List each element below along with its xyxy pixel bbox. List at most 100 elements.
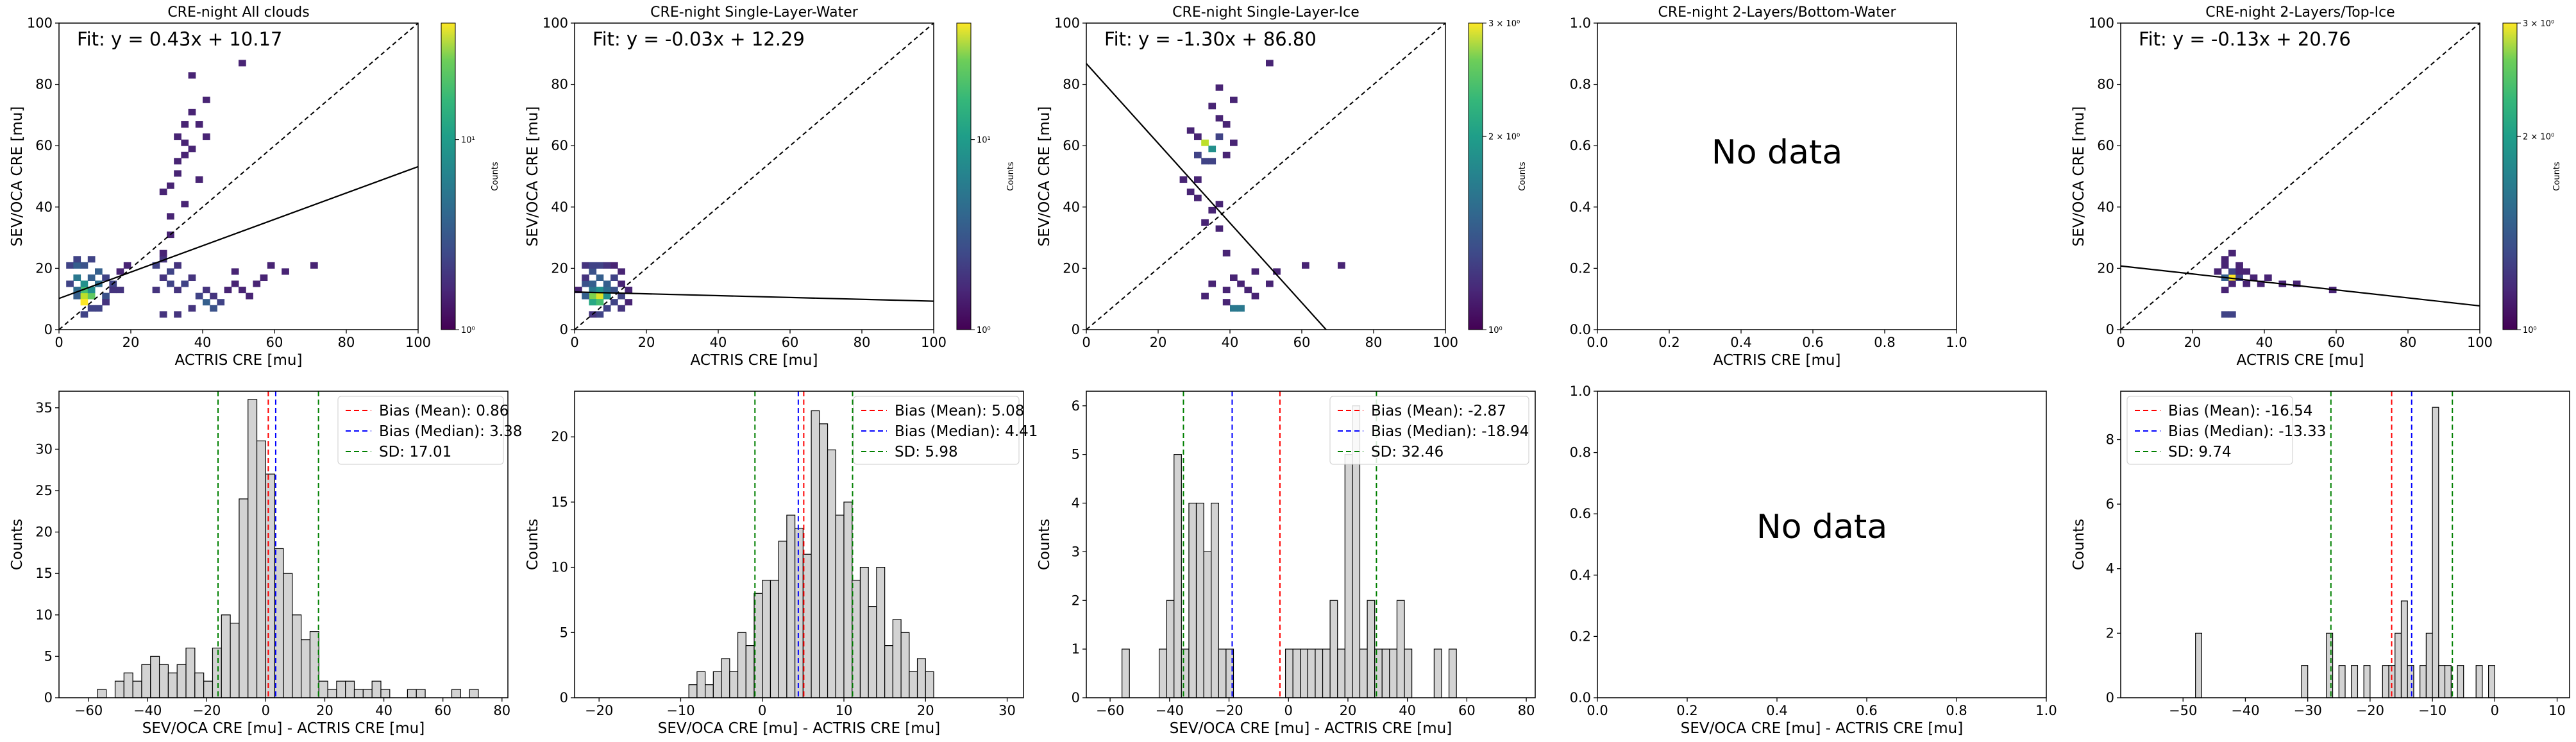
y-tick-label: 0.6 <box>1570 138 1591 153</box>
heatmap-cell <box>1302 262 1309 269</box>
heatmap-cell <box>1266 60 1274 67</box>
histogram-bar <box>2351 665 2359 698</box>
histogram-bar <box>1195 502 1204 698</box>
histogram-bar <box>2475 665 2483 698</box>
heatmap-cell <box>95 305 103 312</box>
x-tick-label: 40 <box>710 335 727 350</box>
x-tick-label: 0.0 <box>1587 335 1608 350</box>
heatmap-cell <box>87 292 96 299</box>
x-tick-label: 0 <box>570 335 578 350</box>
heatmap-cell <box>152 287 160 294</box>
heatmap-cell <box>159 274 167 282</box>
x-tick-label: 40 <box>2256 335 2273 350</box>
histogram-bar <box>407 689 417 698</box>
x-tick-label: 0.8 <box>1946 703 1967 718</box>
heatmap-cell <box>102 292 110 299</box>
heatmap-panel: 0 20 40 60 80 100 0 20 40 60 80 100 Fit: y = 0.43x +… <box>9 4 500 369</box>
heatmap-cell <box>310 262 318 269</box>
colorbar-label: Counts <box>2552 162 2562 191</box>
histogram-bar <box>380 689 391 698</box>
histogram-bar <box>705 684 714 698</box>
heatmap-cell <box>589 292 597 299</box>
heatmap-cell <box>618 280 625 287</box>
histogram-bar <box>309 631 319 698</box>
histogram-bar <box>2444 665 2452 698</box>
heatmap-cell <box>1201 158 1209 165</box>
x-tick-label: 0 <box>55 335 63 350</box>
heatmap-cell <box>1273 268 1281 275</box>
histogram-bar <box>1188 502 1197 698</box>
x-tick-label: 0 <box>2116 335 2125 350</box>
x-tick-label: 40 <box>1399 703 1416 718</box>
y-tick-label: 100 <box>27 15 53 31</box>
legend-label: Bias (Median): 3.38 <box>379 423 522 440</box>
x-tick-label: 80 <box>2400 335 2417 350</box>
y-tick-label: 10 <box>35 607 53 623</box>
histogram-bar <box>239 498 249 698</box>
x-tick-label: 20 <box>2184 335 2201 350</box>
heatmap-cell <box>1194 194 1202 201</box>
heatmap-cell <box>73 274 81 282</box>
histogram-bar <box>2488 665 2495 698</box>
x-tick-label: 0.8 <box>1874 335 1895 350</box>
x-tick-label: 20 <box>1340 703 1357 718</box>
heatmap-cell <box>80 280 88 287</box>
x-tick-label: 0.6 <box>1802 335 1823 350</box>
heatmap-cell <box>596 299 604 306</box>
histogram-bar <box>729 671 739 698</box>
heatmap-cell <box>167 280 174 287</box>
heatmap-cell <box>582 280 589 287</box>
histogram-panel: −50 −40 −30 −20 −10 0 10 0 2 4 6 8 Bias (Mean): -16.… <box>2071 391 2570 718</box>
heatmap-cell <box>1251 268 1259 275</box>
histogram-bar <box>150 655 160 698</box>
x-tick-label: 10 <box>2548 703 2566 718</box>
y-tick-label: 4 <box>2106 561 2114 577</box>
heatmap-cell <box>195 292 203 299</box>
histogram-bar <box>2400 600 2408 698</box>
heatmap-cell <box>195 176 203 183</box>
heatmap-cell <box>102 274 110 282</box>
histogram-bar <box>353 689 364 698</box>
heatmap-cell <box>152 262 160 269</box>
heatmap-cell <box>2243 280 2251 287</box>
y-tick-label: 20 <box>551 429 568 444</box>
heatmap-cell <box>596 274 604 282</box>
heatmap-cell <box>116 268 124 275</box>
histogram-bar <box>786 514 796 698</box>
heatmap-cell <box>174 311 181 318</box>
histogram-bar <box>2407 665 2414 698</box>
heatmap-cell <box>1215 84 1224 91</box>
y-tick-label: 1 <box>1072 641 1080 657</box>
legend-label: Bias (Mean): 5.08 <box>895 403 1024 419</box>
y-tick-label: 0.8 <box>1570 445 1591 460</box>
histogram-bar <box>1284 648 1293 698</box>
colorbar <box>1468 22 1483 330</box>
histogram-bar <box>1292 648 1301 698</box>
x-tick-label: 10 <box>836 703 853 718</box>
heatmap-cell <box>159 256 167 263</box>
legend-label: Bias (Mean): -16.54 <box>2168 403 2312 419</box>
x-axis-label: ACTRIS CRE [mu] <box>691 352 818 369</box>
identity-line <box>574 22 934 330</box>
chart-title: CRE-night Single-Layer-Water <box>650 4 859 21</box>
fit-line <box>1086 63 1327 330</box>
histogram-bar <box>301 639 311 698</box>
histogram-bar <box>892 619 902 698</box>
y-tick-label: 100 <box>543 15 568 31</box>
no-data-text: No data <box>1756 508 1887 546</box>
heatmap-cell <box>109 287 117 294</box>
heatmap-cell <box>2221 287 2229 294</box>
y-tick-label: 15 <box>551 494 568 510</box>
x-axis-label: SEV/OCA CRE [mu] - ACTRIS CRE [mu] <box>658 720 940 737</box>
heatmap-cell <box>231 268 239 275</box>
heatmap-cell <box>1338 262 1345 269</box>
y-tick-label: 0.4 <box>1570 568 1591 583</box>
x-tick-label: 0 <box>758 703 766 718</box>
heatmap-cell <box>575 287 582 294</box>
x-tick-label: 1.0 <box>2035 703 2057 718</box>
colorbar-tick-label: 10⁰ <box>1488 326 1503 335</box>
x-axis-label: ACTRIS CRE [mu] <box>2237 352 2364 369</box>
histogram-bar <box>2326 632 2334 698</box>
histogram-bar <box>167 672 178 698</box>
heatmap-cell <box>1194 176 1202 183</box>
